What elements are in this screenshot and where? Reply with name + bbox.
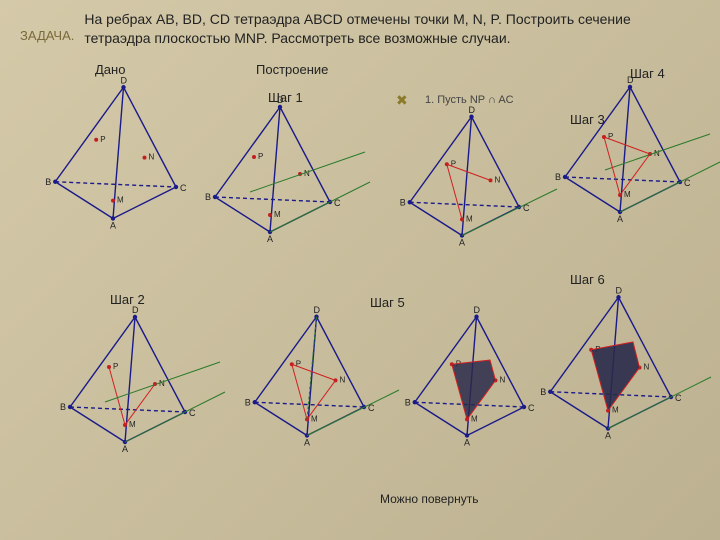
svg-text:M: M <box>274 210 281 219</box>
step4-label: Шаг 4 <box>630 66 665 81</box>
svg-text:A: A <box>617 214 623 224</box>
svg-text:A: A <box>459 237 465 247</box>
svg-text:A: A <box>267 234 273 244</box>
svg-text:N: N <box>304 169 310 178</box>
svg-text:N: N <box>159 379 165 388</box>
svg-text:D: D <box>121 75 128 85</box>
svg-text:M: M <box>471 414 478 423</box>
svg-text:N: N <box>340 375 346 384</box>
svg-text:A: A <box>605 430 611 440</box>
svg-text:N: N <box>495 175 501 184</box>
task-label: ЗАДАЧА. <box>20 10 74 43</box>
bullet-icon: ✖ <box>396 92 408 109</box>
svg-text:A: A <box>304 437 310 447</box>
svg-text:M: M <box>117 195 124 204</box>
svg-text:N: N <box>654 149 660 158</box>
tetra-step6: DBCAPNM <box>545 292 715 457</box>
problem-text: На ребрах AB, BD, CD тетраэдра ABCD отме… <box>84 10 700 48</box>
svg-text:M: M <box>466 214 473 223</box>
svg-text:M: M <box>612 405 619 414</box>
construction-label: Построение <box>256 62 328 77</box>
tetra-step2: DBCAPNM <box>65 312 235 477</box>
svg-text:B: B <box>245 397 251 407</box>
tetra-step1: DBCAPNM <box>210 102 380 267</box>
step6-label: Шаг 6 <box>570 272 605 287</box>
svg-text:B: B <box>45 177 51 187</box>
svg-text:D: D <box>627 75 634 85</box>
svg-text:C: C <box>528 403 535 413</box>
svg-text:D: D <box>132 305 139 315</box>
tetra-step5a: DBCAPNM <box>250 312 420 477</box>
svg-text:B: B <box>555 172 561 182</box>
svg-text:D: D <box>616 285 623 295</box>
svg-text:N: N <box>149 152 155 161</box>
svg-text:B: B <box>540 387 546 397</box>
svg-text:M: M <box>129 420 136 429</box>
svg-text:B: B <box>205 192 211 202</box>
svg-text:P: P <box>258 152 263 161</box>
svg-text:B: B <box>405 397 411 407</box>
svg-text:D: D <box>277 95 284 105</box>
svg-text:P: P <box>113 362 118 371</box>
svg-text:C: C <box>523 203 530 213</box>
svg-text:B: B <box>60 402 66 412</box>
rotate-label: Можно повернуть <box>380 492 478 506</box>
svg-text:M: M <box>624 190 631 199</box>
svg-text:N: N <box>644 362 650 371</box>
svg-text:A: A <box>122 444 128 454</box>
step2-label: Шаг 2 <box>110 292 145 307</box>
svg-text:D: D <box>469 105 476 115</box>
svg-text:M: M <box>311 414 318 423</box>
svg-text:D: D <box>314 305 321 315</box>
tetra-given: DBCAPNM <box>50 82 220 247</box>
svg-text:P: P <box>100 135 105 144</box>
tetra-step3: DBCAPNM <box>405 112 575 277</box>
svg-text:D: D <box>474 305 481 315</box>
svg-text:C: C <box>180 183 187 193</box>
tetra-step4: DBCAPNM <box>560 82 720 247</box>
step5-label: Шаг 5 <box>370 295 405 310</box>
svg-text:A: A <box>110 220 116 230</box>
svg-text:B: B <box>400 197 406 207</box>
diagram-area: Дано Построение Шаг 4 Шаг 1 Шаг 3 Шаг 2 … <box>0 52 720 512</box>
svg-text:N: N <box>500 375 506 384</box>
svg-text:A: A <box>464 437 470 447</box>
